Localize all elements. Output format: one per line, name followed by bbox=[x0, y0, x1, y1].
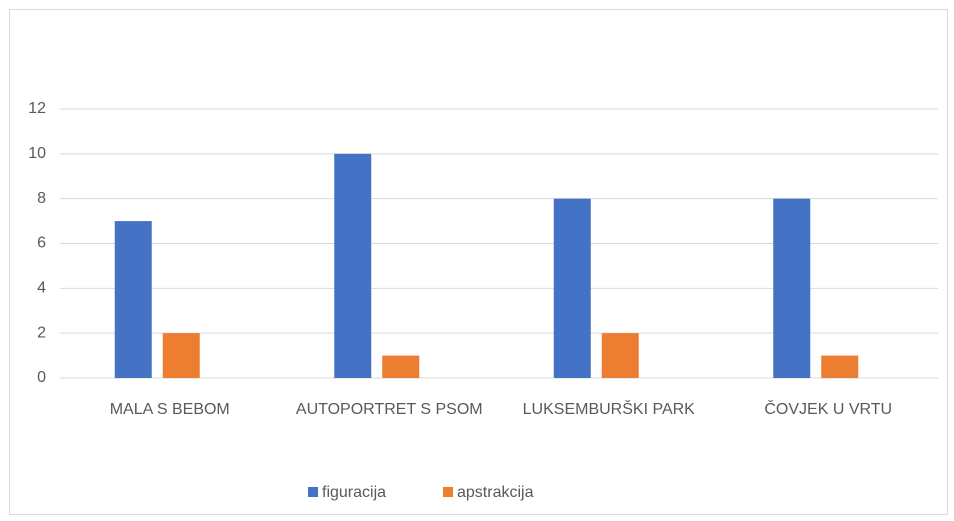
legend-label: figuracija bbox=[322, 484, 386, 501]
y-tick-label: 6 bbox=[37, 235, 46, 252]
x-tick-label: LUKSEMBURŠKI PARK bbox=[522, 401, 695, 418]
bar bbox=[821, 355, 859, 378]
bar bbox=[114, 221, 152, 378]
y-tick-label: 4 bbox=[37, 280, 46, 297]
legend-label: apstrakcija bbox=[457, 484, 534, 501]
x-tick-label: MALA S BEBOM bbox=[109, 401, 230, 418]
x-tick-label: AUTOPORTRET S PSOM bbox=[295, 401, 483, 418]
y-tick-label: 10 bbox=[28, 145, 46, 162]
chart-border bbox=[9, 9, 948, 515]
x-tick-label: ČOVJEK U VRTU bbox=[764, 401, 893, 418]
bar bbox=[162, 333, 200, 378]
y-tick-label: 2 bbox=[37, 324, 46, 341]
bar bbox=[601, 333, 639, 378]
y-tick-label: 0 bbox=[37, 369, 46, 386]
y-tick-label: 12 bbox=[28, 100, 46, 117]
legend-swatch bbox=[308, 487, 318, 497]
bar bbox=[334, 153, 372, 378]
bar bbox=[382, 355, 420, 378]
bar bbox=[553, 198, 591, 378]
y-tick-label: 8 bbox=[37, 190, 46, 207]
bar bbox=[773, 198, 811, 378]
legend-swatch bbox=[443, 487, 453, 497]
